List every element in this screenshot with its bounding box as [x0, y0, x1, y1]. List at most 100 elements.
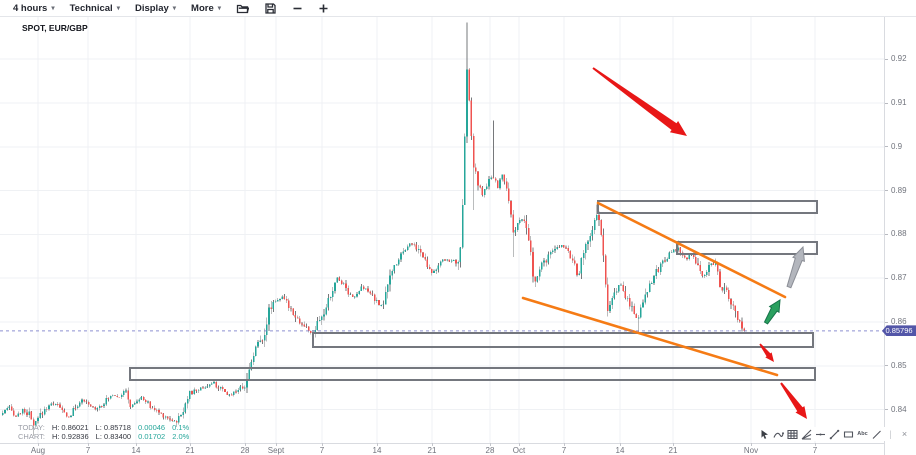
- time-axis-label: Nov: [743, 446, 759, 455]
- time-axis-tick: [815, 443, 816, 446]
- support-zone-2[interactable]: [129, 367, 816, 381]
- today-change-pct: 0.1%: [172, 423, 190, 432]
- chevron-down-icon: ▾: [51, 5, 55, 12]
- time-axis-label: Oct: [512, 446, 526, 455]
- green-up-arrow[interactable]: [763, 299, 781, 325]
- big-red-down-arrow[interactable]: [592, 67, 687, 136]
- last-price-badge: 0.85796: [882, 325, 916, 337]
- resistance-zone-2[interactable]: [676, 241, 818, 255]
- grid-tool-icon[interactable]: [787, 428, 798, 441]
- time-axis-label: 14: [372, 446, 382, 455]
- time-axis-tick: [673, 443, 674, 446]
- time-axis-tick: [276, 443, 277, 446]
- today-label: TODAY:: [18, 423, 45, 432]
- ohlc-legend: TODAY: H: 0.86021 L: 0.85718 0.00046 0.1…: [18, 423, 189, 441]
- descending-trendline-lower[interactable]: [521, 296, 779, 377]
- save-icon[interactable]: [264, 2, 277, 15]
- time-axis-label: 28: [240, 446, 250, 455]
- price-axis[interactable]: 0.92 0.91 0.9 0.89 0.88 0.87 0.86 0.85 0.84: [884, 16, 916, 455]
- close-icon[interactable]: ×: [901, 428, 908, 439]
- red-down-arrow-bottom[interactable]: [780, 382, 807, 419]
- menu-technical-label: Technical: [69, 2, 113, 14]
- price-axis-tick: [885, 102, 888, 104]
- text-tool-icon[interactable]: Abc: [857, 431, 868, 437]
- menu-display[interactable]: Display ▾: [135, 3, 176, 14]
- time-axis-label: 7: [812, 446, 818, 455]
- time-axis-label: Aug: [30, 446, 46, 455]
- menu-more-label: More: [191, 2, 214, 14]
- descending-trendline-upper[interactable]: [596, 201, 787, 299]
- interval-selector[interactable]: 4 hours ▾: [13, 3, 55, 14]
- price-axis-tick: [885, 146, 888, 148]
- price-axis-label: 0.9: [891, 141, 903, 151]
- time-axis-tick: [564, 443, 565, 446]
- time-axis-tick: [88, 443, 89, 446]
- menu-more[interactable]: More ▾: [191, 3, 221, 14]
- price-axis-tick: [885, 277, 888, 279]
- time-axis-tick: [136, 443, 137, 446]
- today-high: H: 0.86021: [51, 423, 89, 432]
- price-axis-label: 0.84: [891, 404, 907, 414]
- trend-line-tool-icon[interactable]: [829, 428, 840, 441]
- time-axis-label: 14: [131, 446, 141, 455]
- chart-change-pct: 2.0%: [172, 432, 190, 441]
- menu-technical[interactable]: Technical ▾: [70, 3, 120, 14]
- fan-lines-tool-icon[interactable]: [801, 428, 812, 441]
- chart-change: 0.01702: [138, 432, 166, 441]
- symbol-title: SPOT, EUR/GBP: [22, 23, 88, 33]
- drawing-zones: [129, 200, 818, 381]
- time-axis-label: 7: [319, 446, 325, 455]
- candlestick-series: [2, 22, 745, 436]
- time-axis-tick: [38, 443, 39, 446]
- chevron-down-icon: ▾: [116, 5, 120, 12]
- resistance-zone-1[interactable]: [597, 200, 818, 214]
- pointer-tool-icon[interactable]: [759, 428, 770, 441]
- chart-label: CHART:: [18, 432, 45, 441]
- time-axis-label: 21: [427, 446, 437, 455]
- last-price-label: 0.85796: [885, 326, 913, 336]
- interval-label: 4 hours: [13, 2, 48, 14]
- time-axis-label: 7: [561, 446, 567, 455]
- gridlines: [0, 17, 884, 443]
- time-axis-tick: [519, 443, 520, 446]
- price-axis-tick: [885, 190, 888, 192]
- horizontal-line-tool-icon[interactable]: [815, 428, 826, 441]
- chart-high: H: 0.92836: [51, 432, 89, 441]
- price-axis-label: 0.86: [891, 317, 907, 326]
- curve-tool-icon[interactable]: [773, 428, 784, 441]
- support-zone-1[interactable]: [312, 332, 814, 348]
- zoom-in-button[interactable]: [318, 3, 329, 14]
- toolbar-separator: |: [889, 429, 892, 439]
- zoom-out-button[interactable]: [292, 3, 303, 14]
- time-axis-tick: [751, 443, 752, 446]
- price-axis-tick: [885, 233, 888, 235]
- drawing-toolbar: Abc | ×: [757, 427, 912, 441]
- gray-up-arrow[interactable]: [786, 245, 805, 289]
- time-axis-tick: [377, 443, 378, 446]
- time-axis-tick: [490, 443, 491, 446]
- rectangle-tool-icon[interactable]: [843, 428, 854, 441]
- chart-low: L: 0.83400: [95, 432, 132, 441]
- time-axis-tick: [322, 443, 323, 446]
- time-axis-tick: [245, 443, 246, 446]
- price-axis-label: 0.88: [891, 229, 907, 239]
- time-axis-line: [0, 443, 916, 444]
- small-red-down-arrow[interactable]: [759, 343, 774, 363]
- folder-icon[interactable]: [236, 2, 249, 15]
- chevron-down-icon: ▾: [217, 5, 221, 12]
- price-axis-label: 0.87: [891, 273, 907, 283]
- ray-tool-icon[interactable]: [871, 428, 882, 441]
- top-toolbar: 4 hours ▾ Technical ▾ Display ▾ More ▾: [0, 0, 916, 17]
- drawing-trendlines: [521, 201, 787, 377]
- price-axis-tick: [885, 321, 888, 323]
- time-axis-label: 21: [668, 446, 678, 455]
- time-axis-tick: [620, 443, 621, 446]
- time-axis-label: 21: [185, 446, 195, 455]
- time-axis[interactable]: Aug 7 14 21 28 Sept 7 14 21 28 Oct 7 14 21 Nov 7: [0, 443, 884, 455]
- time-axis-label: Sept: [267, 446, 285, 455]
- price-axis-label: 0.92: [891, 54, 907, 64]
- price-axis-tick: [885, 58, 888, 60]
- price-axis-label: 0.89: [891, 185, 907, 195]
